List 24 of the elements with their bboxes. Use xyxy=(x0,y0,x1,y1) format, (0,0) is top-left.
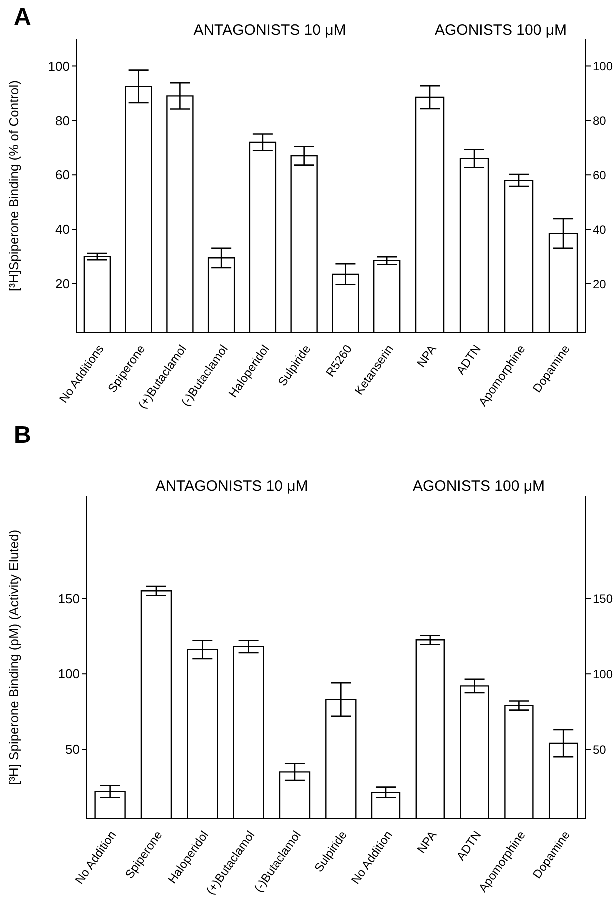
chart-title: AGONISTS 100 μM xyxy=(412,478,546,496)
y-tick-label: 40 xyxy=(56,222,70,238)
y-tick-label: 100 xyxy=(58,666,80,682)
y-tick-label: 80 xyxy=(56,113,70,128)
y2-tick-label: 100 xyxy=(593,59,614,74)
y2-tick-label: 40 xyxy=(593,222,607,237)
y-tick-label: 60 xyxy=(56,168,70,183)
y-tick-label: 20 xyxy=(56,276,70,292)
chart-title: ANTAGONISTS 10 μM xyxy=(154,478,310,496)
y-tick-label: 100 xyxy=(48,58,70,74)
y-axis-title: [³H] Spiperone Binding (pM) (Activity Eluted) xyxy=(6,530,22,786)
chart-title: ANTAGONISTS 10 μM xyxy=(192,22,348,40)
y-tick-label: 50 xyxy=(66,742,80,758)
y2-tick-label: 80 xyxy=(593,114,607,128)
y2-tick-label: 50 xyxy=(593,742,607,757)
text: B xyxy=(14,422,32,450)
y2-tick-label: 60 xyxy=(593,168,607,182)
y2-tick-label: 20 xyxy=(593,277,607,292)
y-axis-title: [³H]Spiperone Binding (% of Control) xyxy=(6,80,22,292)
chart-title: AGONISTS 100 μM xyxy=(434,22,568,40)
y2-tick-label: 100 xyxy=(593,667,614,682)
text: A xyxy=(14,4,32,32)
y2-tick-label: 150 xyxy=(593,592,614,606)
y-tick-label: 150 xyxy=(58,591,80,606)
